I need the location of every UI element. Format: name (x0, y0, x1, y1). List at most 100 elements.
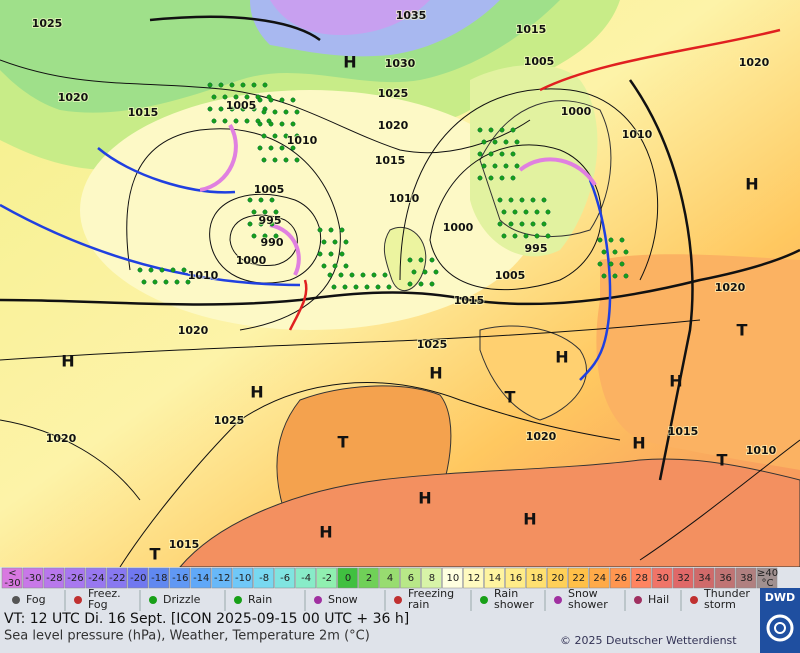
rain-symbol (499, 127, 505, 133)
rain-symbol (283, 133, 289, 139)
rain-symbol (261, 133, 267, 139)
legend-icon (74, 596, 82, 604)
rain-symbol (141, 279, 147, 285)
rain-symbol (386, 284, 392, 290)
rain-symbol (360, 272, 366, 278)
scale-label: -10 (235, 573, 251, 584)
pressure-center: T (717, 451, 728, 470)
scale-swatch (211, 567, 232, 589)
rain-symbol (510, 127, 516, 133)
rain-symbol (218, 82, 224, 88)
legend-label: Freezing (408, 587, 454, 600)
scale-label: 16 (509, 573, 522, 584)
isobar-label: 1015 (668, 425, 699, 438)
isobar-label: 1005 (524, 55, 555, 68)
scale-label: -28 (46, 573, 62, 584)
rain-symbol (492, 139, 498, 145)
isobar-label: 1010 (622, 128, 653, 141)
scale-label: 24 (593, 573, 606, 584)
legend-icon (314, 596, 322, 604)
isobar-label: 1015 (169, 538, 200, 551)
scale-label: 38 (740, 573, 753, 584)
scale-label: -8 (259, 573, 269, 584)
valid-time: VT: 12 UTC Di. 16 Sept. [ICON 2025-09-15… (4, 611, 409, 627)
scale-label: 34 (698, 573, 711, 584)
rain-symbol (279, 145, 285, 151)
scale-swatch (735, 567, 757, 589)
isobar-label: 1000 (561, 105, 592, 118)
map-labels: 1025 1035 1015 1030 1005 1020 1020 1015 1005 1025… (31, 8, 778, 564)
scale-label: -30 (25, 573, 41, 584)
scale-label: 8 (429, 573, 435, 584)
legend-label: Thunder (703, 587, 750, 600)
rain-symbol (137, 267, 143, 273)
rain-symbol (623, 249, 629, 255)
rain-symbol (349, 272, 355, 278)
scale-swatch (651, 567, 673, 589)
pressure-center: T (737, 321, 748, 340)
rain-symbol (283, 157, 289, 163)
rain-symbol (501, 233, 507, 239)
scale-label: -30 (4, 578, 20, 589)
legend-icon (149, 596, 157, 604)
fronts (0, 28, 781, 381)
scale-label: 20 (551, 573, 564, 584)
rain-symbol (338, 272, 344, 278)
isobar-label: 1020 (715, 281, 746, 294)
rain-symbol (407, 257, 413, 263)
scale-label: 26 (614, 573, 627, 584)
rain-symbol (353, 284, 359, 290)
rain-symbol (519, 221, 525, 227)
rain-symbol (512, 233, 518, 239)
scale-swatch (379, 567, 400, 589)
scale-swatch (232, 567, 253, 589)
rain-symbol (328, 251, 334, 257)
isobar-label: 1010 (389, 192, 420, 205)
rain-symbol (262, 82, 268, 88)
legend-icon (554, 596, 562, 604)
rain-symbol (269, 221, 275, 227)
rain-symbol (411, 269, 417, 275)
pressure-center: T (338, 433, 349, 452)
rain-symbol (244, 94, 250, 100)
legend-label: storm (704, 598, 736, 611)
rain-symbol (343, 263, 349, 269)
rain-symbol (488, 127, 494, 133)
scale-swatch (22, 567, 44, 589)
rain-symbol (499, 151, 505, 157)
scale-label: -2 (322, 573, 332, 584)
rain-symbol (185, 279, 191, 285)
rain-symbol (251, 233, 257, 239)
rain-symbol (283, 109, 289, 115)
rain-symbol (181, 267, 187, 273)
rain-symbol (258, 221, 264, 227)
isobar-label: 1025 (378, 87, 409, 100)
scale-swatch (505, 567, 526, 589)
rain-symbol (510, 175, 516, 181)
rain-symbol (174, 279, 180, 285)
pressure-center: H (669, 372, 682, 391)
rain-symbol (262, 233, 268, 239)
isobar-label: 995 (525, 242, 548, 255)
rain-symbol (261, 109, 267, 115)
rain-symbol (240, 82, 246, 88)
scale-swatch (274, 567, 295, 589)
isobar-label: 995 (259, 214, 282, 227)
rain-symbol (332, 239, 338, 245)
isobar-label: 1005 (495, 269, 526, 282)
scale-swatch (253, 567, 274, 589)
scale-label: 36 (719, 573, 732, 584)
isobar-label: 1015 (516, 23, 547, 36)
legend-icon (394, 596, 402, 604)
rain-symbol (290, 121, 296, 127)
isobars (0, 15, 800, 568)
isobar-label: 1020 (178, 324, 209, 337)
rain-symbol (619, 237, 625, 243)
scale-label: 22 (572, 573, 585, 584)
rain-symbol (244, 118, 250, 124)
scale-swatch (295, 567, 316, 589)
rain-symbol (207, 106, 213, 112)
rain-symbol (488, 175, 494, 181)
scale-label: 32 (677, 573, 690, 584)
